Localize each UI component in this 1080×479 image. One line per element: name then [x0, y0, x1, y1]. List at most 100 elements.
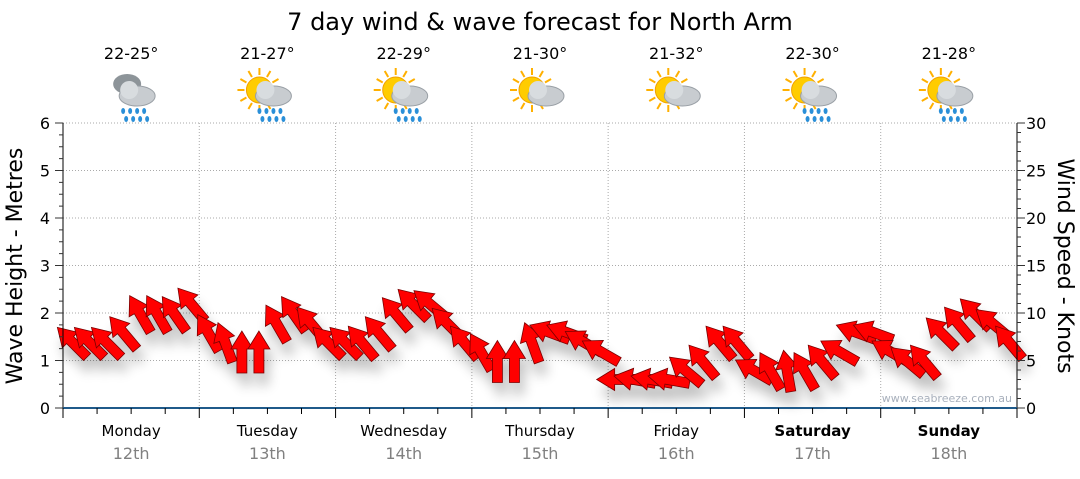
wind-arrow	[852, 320, 896, 345]
sun-ray	[247, 70, 253, 78]
sun-ray	[648, 96, 656, 102]
weather-icons: 22-25° 21-27° 22-29° 21-30° 21-32° 22-30° 21-2…	[104, 44, 976, 122]
sun-ray	[928, 70, 935, 78]
rain-drop	[124, 116, 129, 122]
day-name-label: Thursday	[504, 422, 575, 440]
rain-drop	[941, 116, 946, 122]
rain-drop	[816, 108, 821, 114]
cloud-puff	[937, 81, 956, 99]
wind-arrow	[90, 326, 126, 362]
sun-ray	[648, 78, 656, 84]
day-date-label: 17th	[794, 444, 831, 463]
rain-drop	[962, 116, 967, 122]
wind-arrow	[668, 356, 706, 389]
sun-ray	[792, 70, 798, 78]
sun-cloud-rain-icon	[918, 68, 974, 122]
day-temp-label: 21-27°	[240, 44, 295, 63]
wind-arrow	[759, 352, 786, 393]
rain-drop	[257, 108, 262, 114]
y-tick-left-label: 2	[40, 304, 50, 323]
sun-ray	[921, 96, 929, 102]
wind-arrow	[793, 352, 820, 393]
sun-ray	[239, 96, 247, 102]
wind-arrow	[944, 306, 976, 344]
wind-arrow	[722, 325, 755, 363]
rain-drop	[823, 108, 828, 114]
sun-ray	[785, 96, 793, 102]
y-tick-right-label: 25	[1026, 162, 1046, 181]
rain-drop	[945, 108, 950, 114]
wind-arrow	[775, 349, 799, 393]
rain-drop	[819, 116, 824, 122]
sun-cloud-rain-icon	[237, 68, 292, 122]
cloud-puff	[120, 81, 139, 99]
wind-arrow	[230, 330, 254, 374]
y-tick-right-label: 10	[1026, 304, 1046, 323]
y-tick-left-label: 4	[40, 209, 50, 228]
rain-drop	[393, 108, 398, 114]
wind-arrow	[128, 295, 156, 336]
rain-drop	[826, 116, 831, 122]
sun-ray	[512, 78, 520, 84]
y-tick-right-label: 15	[1026, 257, 1046, 276]
rain-drop	[407, 108, 412, 114]
chart-title: 7 day wind & wave forecast for North Arm	[287, 8, 793, 36]
rain-drop	[267, 116, 272, 122]
wind-arrow	[265, 304, 292, 345]
rain-drop	[400, 108, 405, 114]
cloud-puff	[256, 81, 275, 99]
watermark: www.seabreeze.com.au	[882, 392, 1012, 405]
rain-drop	[145, 116, 150, 122]
rain-drop	[938, 108, 943, 114]
sun-ray	[817, 78, 825, 84]
wind-arrows	[56, 287, 1028, 393]
sun-ray	[520, 70, 526, 78]
sun-ray	[792, 102, 798, 110]
rain-drop	[278, 108, 283, 114]
wind-arrow	[247, 330, 271, 374]
cloud-puff	[801, 81, 820, 99]
sun-ray	[271, 78, 279, 84]
wind-arrow	[485, 339, 510, 383]
sun-ray	[538, 70, 544, 78]
day-date-label: 15th	[522, 444, 559, 463]
sun-cloud-rain-icon	[782, 68, 838, 122]
sun-ray	[811, 70, 817, 78]
wind-arrow	[688, 344, 721, 382]
sun-ray	[680, 78, 688, 84]
rain-drop	[805, 116, 810, 122]
wind-arrow	[381, 297, 414, 334]
sun-ray	[402, 70, 408, 78]
wind-arrow	[995, 325, 1028, 363]
sun-ray	[928, 102, 935, 110]
sun-ray	[266, 70, 272, 78]
rain-drop	[396, 116, 401, 122]
y-tick-right-label: 0	[1026, 399, 1036, 418]
sun-ray	[921, 78, 929, 84]
y-tick-left-label: 1	[40, 352, 50, 371]
rain-drop	[959, 108, 964, 114]
rain-drop	[271, 108, 276, 114]
day-name-label: Friday	[654, 422, 700, 440]
day-date-label: 14th	[385, 444, 422, 463]
rain-drop	[142, 108, 147, 114]
rain-drop	[281, 116, 286, 122]
rain-drop	[135, 108, 140, 114]
day-name-label: Wednesday	[360, 422, 447, 440]
day-date-label: 18th	[930, 444, 967, 463]
rain-drop	[121, 108, 126, 114]
rain-drop	[952, 108, 957, 114]
rain-drop	[809, 108, 814, 114]
y-tick-left-label: 5	[40, 162, 50, 181]
rain-drop	[264, 108, 269, 114]
y-tick-left-label: 6	[40, 114, 50, 133]
wind-arrow	[807, 344, 840, 382]
wind-arrow	[109, 316, 142, 353]
wind-arrow	[820, 340, 861, 367]
rain-drop	[417, 116, 422, 122]
day-date-label: 16th	[658, 444, 695, 463]
day-name-label: Saturday	[774, 422, 851, 440]
day-name-label: Sunday	[918, 422, 981, 440]
rain-cloud-icon	[113, 74, 156, 122]
rain-drop	[802, 108, 807, 114]
